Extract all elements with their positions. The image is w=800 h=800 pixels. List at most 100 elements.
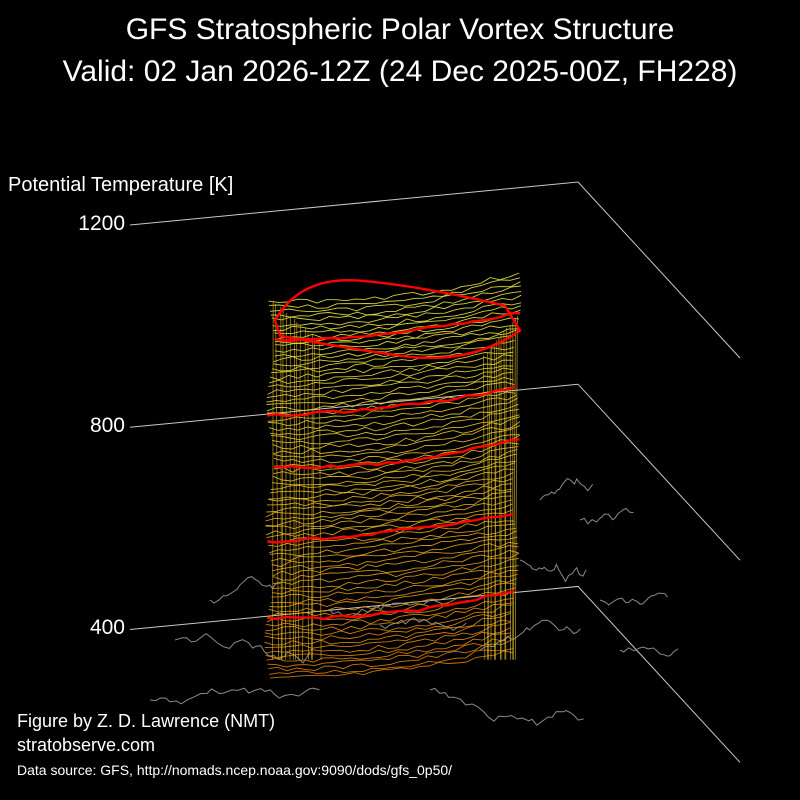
- vortex-wall-left-13: [318, 340, 322, 660]
- vortex-contour-73: [275, 317, 520, 347]
- vortex-wall-left-1: [275, 303, 279, 660]
- vortex-contour-22: [272, 549, 519, 581]
- vortex-contour-60: [266, 377, 514, 405]
- vortex-contour-32: [265, 503, 513, 536]
- z-axis-label: Potential Temperature [K]: [8, 174, 234, 196]
- coastline-segment-9: [619, 646, 679, 657]
- vortex-contour-56: [268, 394, 517, 427]
- vortex-wall-right-7: [498, 337, 501, 660]
- vortex-contour-39: [267, 472, 514, 503]
- vortex-contour-55: [268, 397, 518, 431]
- vortex-contour-65: [269, 354, 513, 384]
- vortex-wall-left-0: [272, 300, 274, 660]
- vortex-wall-right-0: [514, 315, 518, 660]
- vortex-contour-6: [265, 622, 511, 654]
- level-ring-1000: [274, 311, 521, 342]
- vortex-contour-76: [274, 305, 522, 335]
- level-ring-450: [266, 590, 515, 621]
- vortex-contour-82: [269, 277, 520, 309]
- vortex-contour-71: [274, 328, 518, 358]
- vortex-contour-48: [273, 434, 520, 464]
- vortex-contour-28: [269, 523, 516, 554]
- website-credit[interactable]: stratobserve.com: [17, 735, 156, 755]
- coastline-segment-5: [519, 559, 587, 583]
- level-ring-850: [266, 385, 516, 418]
- z-tick-label-400: 400: [89, 616, 125, 640]
- grid-line-400: [129, 585, 741, 763]
- vortex-wall-left-7: [295, 322, 298, 660]
- level-ring-600: [267, 512, 514, 544]
- vortex-contour-75: [274, 309, 521, 340]
- chart-title: GFS Stratospheric Polar Vortex Structure: [125, 13, 675, 46]
- vortex-contour-81: [269, 281, 521, 313]
- vortex-contour-11: [265, 602, 513, 632]
- vortex-contour-54: [269, 403, 519, 436]
- vortex-wall-right-1: [512, 319, 516, 660]
- vortex-contour-66: [269, 351, 514, 381]
- axis-grid: [129, 181, 741, 763]
- vortex-contour-63: [267, 365, 513, 395]
- vortex-contour-33: [265, 499, 512, 530]
- vortex-contour-21: [272, 552, 520, 585]
- chart-subtitle: Valid: 02 Jan 2026-12Z (24 Dec 2025-00Z,…: [62, 55, 738, 88]
- vortex-contour-23: [272, 545, 519, 577]
- vortex-contour-77: [273, 302, 522, 331]
- vortex-wall-right-8: [494, 340, 498, 660]
- coastline-segment-0: [149, 687, 320, 705]
- vortex-contour-19: [272, 565, 519, 595]
- vortex-contour-2: [268, 639, 512, 672]
- vortex-contour-64: [268, 359, 513, 388]
- vortex-contour-72: [274, 325, 519, 353]
- vortex-contour-57: [267, 391, 516, 422]
- coastline-segment-4: [479, 619, 581, 651]
- vortex-contour-8: [264, 612, 511, 646]
- vortex-contour-43: [271, 453, 517, 486]
- coastline-segment-6: [539, 477, 594, 501]
- vortex-contour-31: [266, 509, 513, 539]
- vortex-contour-36: [265, 488, 512, 518]
- grid-line-800: [129, 383, 741, 561]
- level-ring-750: [273, 438, 520, 470]
- vortex-contour-7: [264, 619, 511, 649]
- vortex-contour-5: [265, 627, 511, 659]
- coastline-segment-7: [579, 507, 634, 525]
- vortex-wall-right-11: [486, 349, 491, 660]
- vortex-contour-27: [270, 527, 516, 557]
- vortex-wall-left-6: [293, 319, 296, 660]
- vortex-surface: [264, 272, 522, 679]
- grid-line-1200: [129, 181, 741, 359]
- vortex-contour-10: [264, 604, 512, 636]
- vortex-contour-50: [273, 421, 521, 455]
- vortex-wall-left-2: [280, 306, 282, 660]
- vortex-contour-37: [266, 483, 513, 513]
- highlighted-levels: [266, 278, 522, 621]
- vortex-contour-40: [268, 468, 515, 500]
- vortex-contour-16: [269, 578, 518, 608]
- vortex-contour-41: [269, 462, 516, 494]
- level-ring-top: [273, 278, 522, 360]
- vortex-wall-left-4: [285, 312, 287, 660]
- vortex-wall-left-12: [311, 337, 315, 660]
- vortex-wall-left-8: [297, 325, 301, 660]
- vortex-contour-35: [265, 490, 512, 522]
- vortex-wall-right-12: [487, 352, 489, 660]
- vortex-contour-3: [267, 634, 512, 668]
- figure-credit: Figure by Z. D. Lawrence (NMT): [17, 711, 276, 731]
- vortex-wall-left-11: [311, 334, 313, 660]
- vortex-contour-9: [264, 611, 512, 641]
- vortex-contour-20: [272, 558, 519, 590]
- vortex-contour-83: [268, 272, 520, 304]
- vortex-contour-29: [268, 520, 515, 547]
- coastline-segment-8: [599, 592, 668, 606]
- vortex-contour-80: [270, 285, 521, 318]
- vortex-contour-0: [270, 650, 514, 679]
- vortex-contour-52: [271, 414, 520, 445]
- vortex-contour-79: [271, 291, 522, 322]
- vortex-contour-15: [268, 582, 517, 613]
- vortex-contour-44: [272, 449, 518, 482]
- vortex-top-cap: [274, 279, 521, 359]
- z-tick-label-800: 800: [89, 414, 125, 438]
- vortex-wall-right-10: [490, 346, 493, 660]
- vortex-wall-right-9: [494, 343, 496, 660]
- vortex-contour-61: [266, 371, 514, 403]
